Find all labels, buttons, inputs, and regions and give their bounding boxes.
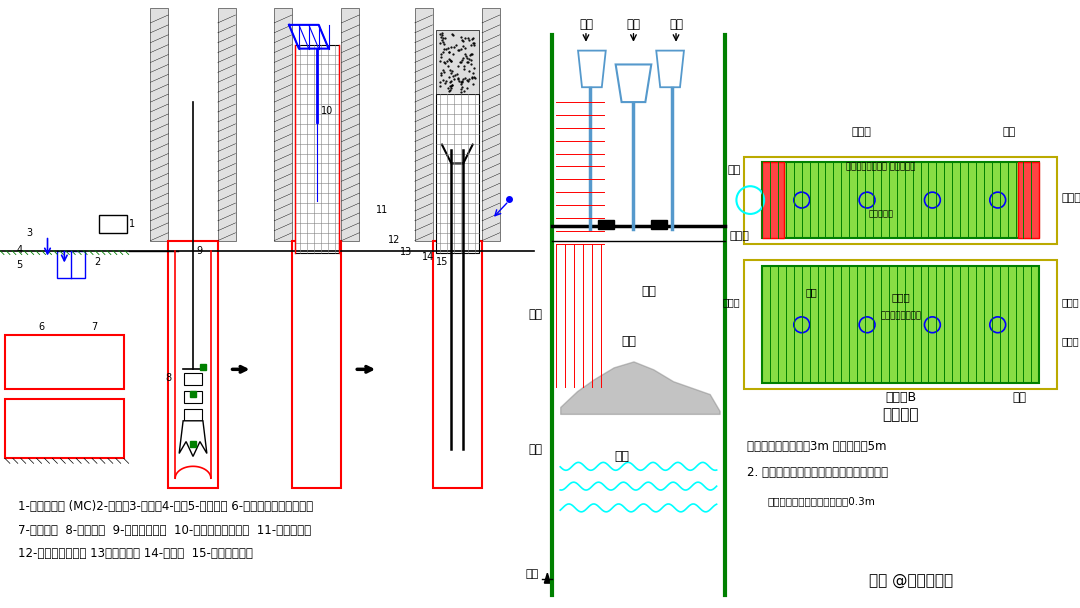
Text: 11: 11 bbox=[376, 205, 389, 215]
Text: 导管置: 导管置 bbox=[1061, 337, 1079, 347]
Bar bbox=[762, 162, 784, 238]
Text: 滤泥: 滤泥 bbox=[615, 451, 629, 463]
Text: 侧面: 侧面 bbox=[1003, 126, 1016, 137]
Bar bbox=[184, 391, 202, 403]
Bar bbox=[184, 409, 202, 421]
Text: 导管置: 导管置 bbox=[891, 292, 910, 302]
Text: 4: 4 bbox=[16, 244, 23, 255]
Bar bbox=[433, 241, 482, 488]
Bar bbox=[274, 8, 292, 241]
Text: 焊缝钢: 焊缝钢 bbox=[723, 297, 741, 307]
Text: 水筋: 水筋 bbox=[806, 287, 818, 297]
Text: 导管置图: 导管置图 bbox=[882, 407, 919, 422]
Bar bbox=[762, 162, 1039, 238]
Bar bbox=[5, 334, 124, 389]
Text: 焊缝筋: 焊缝筋 bbox=[1061, 297, 1079, 307]
Bar bbox=[598, 220, 613, 229]
Bar bbox=[341, 8, 360, 241]
Text: 6: 6 bbox=[39, 322, 44, 332]
Bar bbox=[150, 8, 168, 241]
Text: 水筋节箍筋: 水筋节箍筋 bbox=[868, 209, 893, 218]
Bar bbox=[482, 8, 500, 241]
Text: 槽高: 槽高 bbox=[525, 569, 539, 579]
Text: 连续墙B: 连续墙B bbox=[886, 391, 916, 404]
Text: 1: 1 bbox=[129, 219, 135, 229]
Text: 头条 @琨哥聊建筑: 头条 @琨哥聊建筑 bbox=[868, 573, 953, 589]
Text: 背面: 背面 bbox=[1012, 391, 1026, 404]
Text: 13: 13 bbox=[400, 247, 413, 258]
Bar bbox=[762, 266, 1039, 383]
Text: 8: 8 bbox=[165, 373, 172, 383]
Polygon shape bbox=[544, 573, 551, 583]
Text: 槽段部: 槽段部 bbox=[1061, 193, 1080, 203]
Text: 滤泥: 滤泥 bbox=[579, 18, 593, 31]
Text: 漏斗: 漏斗 bbox=[626, 18, 640, 31]
Text: 说明、导管置距一般3m 距槽壁不超5m: 说明、导管置距一般3m 距槽壁不超5m bbox=[747, 440, 887, 454]
Bar bbox=[651, 220, 667, 229]
Text: 导管: 导管 bbox=[642, 285, 657, 298]
Text: 滤泥: 滤泥 bbox=[669, 18, 683, 31]
Bar bbox=[744, 260, 1057, 389]
Text: 1-投入膨润土 (MC)2-搅拌桶3-旋滤器4-振筛5-排沙溜槽 6-回收存储池（待处理）: 1-投入膨润土 (MC)2-搅拌桶3-旋滤器4-振筛5-排沙溜槽 6-回收存储池… bbox=[17, 500, 313, 513]
Text: 锁管: 锁管 bbox=[528, 443, 542, 457]
Bar bbox=[292, 241, 341, 488]
Bar bbox=[57, 250, 85, 278]
Text: 3: 3 bbox=[27, 228, 32, 238]
Text: 钢笼: 钢笼 bbox=[528, 308, 542, 321]
Text: 迎侧附筋口粗通筋 水筋节箍筋: 迎侧附筋口粗通筋 水筋节箍筋 bbox=[847, 162, 916, 171]
Bar bbox=[168, 241, 218, 488]
Text: 10: 10 bbox=[321, 106, 333, 116]
Bar bbox=[5, 399, 124, 458]
Bar bbox=[99, 215, 126, 233]
Text: 梯形筋: 梯形筋 bbox=[851, 126, 872, 137]
Bar bbox=[744, 156, 1057, 244]
Text: 背侧附筋背侧通筋: 背侧附筋背侧通筋 bbox=[880, 311, 921, 320]
Polygon shape bbox=[179, 421, 207, 457]
Text: 槽段部: 槽段部 bbox=[729, 230, 750, 241]
Text: 7: 7 bbox=[91, 322, 97, 332]
Bar bbox=[435, 94, 480, 252]
Bar bbox=[1017, 162, 1039, 238]
Bar bbox=[218, 8, 235, 241]
Bar bbox=[295, 44, 338, 252]
Text: 9: 9 bbox=[195, 246, 202, 255]
Text: 锁管: 锁管 bbox=[727, 165, 741, 175]
Bar bbox=[415, 8, 433, 241]
Text: 混凝: 混凝 bbox=[621, 334, 636, 348]
Text: 2: 2 bbox=[94, 257, 100, 268]
Text: 7-再生浆池  8-液面阀斗  9-护壁泥浆液位  10-吊钢筋笼专用吊具  11-浇灌混凝土: 7-再生浆池 8-液面阀斗 9-护壁泥浆液位 10-吊钢筋笼专用吊具 11-浇灌… bbox=[17, 523, 311, 537]
Text: 12-钢筋笼捆置吊点 13混凝土导管 14-接头管  15-专用顶拔设备: 12-钢筋笼捆置吊点 13混凝土导管 14-接头管 15-专用顶拔设备 bbox=[17, 547, 253, 561]
Text: 12: 12 bbox=[388, 235, 401, 244]
Bar bbox=[184, 373, 202, 385]
Bar bbox=[435, 30, 480, 94]
Text: 14: 14 bbox=[421, 252, 434, 263]
Text: 2. 多根管灌混凝土时应逐间进行保灌混凝土: 2. 多根管灌混凝土时应逐间进行保灌混凝土 bbox=[747, 466, 888, 479]
Text: 面积增加时，其最新面积不大0.3m: 面积增加时，其最新面积不大0.3m bbox=[767, 496, 875, 506]
Text: 5: 5 bbox=[16, 260, 23, 271]
Text: 15: 15 bbox=[435, 257, 448, 268]
